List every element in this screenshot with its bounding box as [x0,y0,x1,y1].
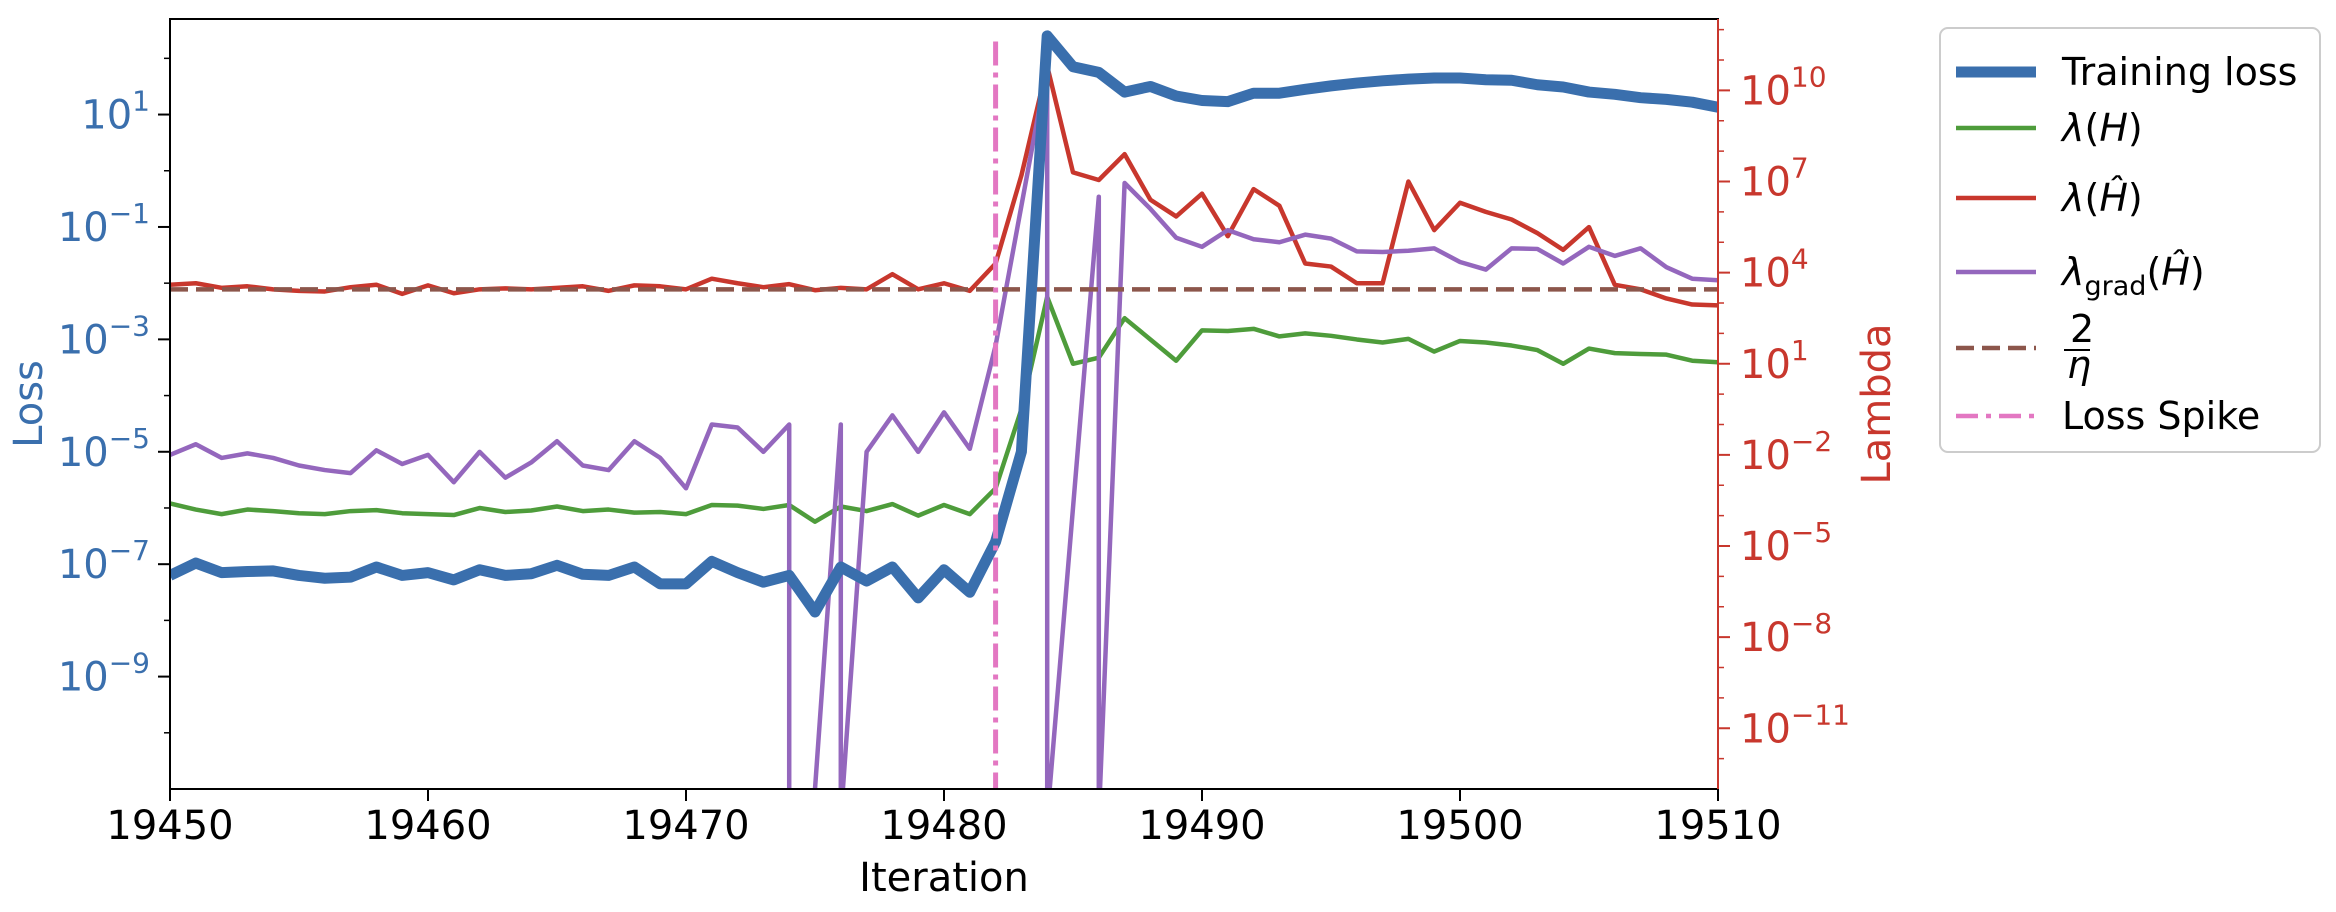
right-y-tick-label: 10−11 [1740,698,1850,752]
legend-label: 2 [2070,307,2094,351]
x-axis-title: Iteration [859,855,1029,901]
x-tick-label: 19460 [364,803,491,849]
right-y-tick-label: 10−2 [1740,425,1832,479]
legend-label: λ(Ĥ) [2060,176,2143,220]
right-y-tick-label: 107 [1740,152,1809,206]
left-y-tick-label: 101 [81,85,150,139]
series-line [170,30,1718,618]
series-line [170,294,1718,524]
right-y-tick-label: 1010 [1740,60,1827,114]
x-tick-label: 19490 [1138,803,1265,849]
legend: Training loss λ(H) λ(Ĥ) λgrad(Ĥ) 2η Loss Spik… [1939,27,2321,453]
x-tick-label: 19450 [106,803,233,849]
x-tick-label: 19480 [880,803,1007,849]
left-y-tick-label: 10−7 [58,534,150,588]
left-y-tick-label: 10−3 [58,309,150,363]
right-y-tick-label: 101 [1740,334,1809,388]
right-y-tick-label: 104 [1740,243,1809,297]
axes: 19450 19460 19470 19480 19490 19500 19510 101 10… [6,18,1900,901]
left-y-axis-title: Loss [6,360,52,448]
series-line [170,63,1718,308]
x-tick-label: 19470 [622,803,749,849]
left-y-tick-label: 10−9 [58,647,150,701]
legend-label: λgrad(Ĥ) [2060,250,2205,302]
legend-label: λ(H) [2060,106,2143,150]
legend-label: Training loss [2061,50,2297,94]
x-tick-label: 19500 [1396,803,1523,849]
x-tick-label: 19510 [1654,803,1781,849]
left-y-tick-label: 10−1 [58,197,150,251]
legend-label: Loss Spike [2062,394,2260,438]
right-y-axis-title: Lambda [1854,323,1900,484]
left-y-tick-label: 10−5 [58,422,150,476]
series-line [170,63,1718,789]
right-y-tick-label: 10−5 [1740,516,1832,570]
plot-frame [169,18,1719,790]
right-y-tick-label: 10−8 [1740,607,1832,661]
plot-area [170,30,1718,789]
legend-label-denominator: η [2067,343,2091,387]
